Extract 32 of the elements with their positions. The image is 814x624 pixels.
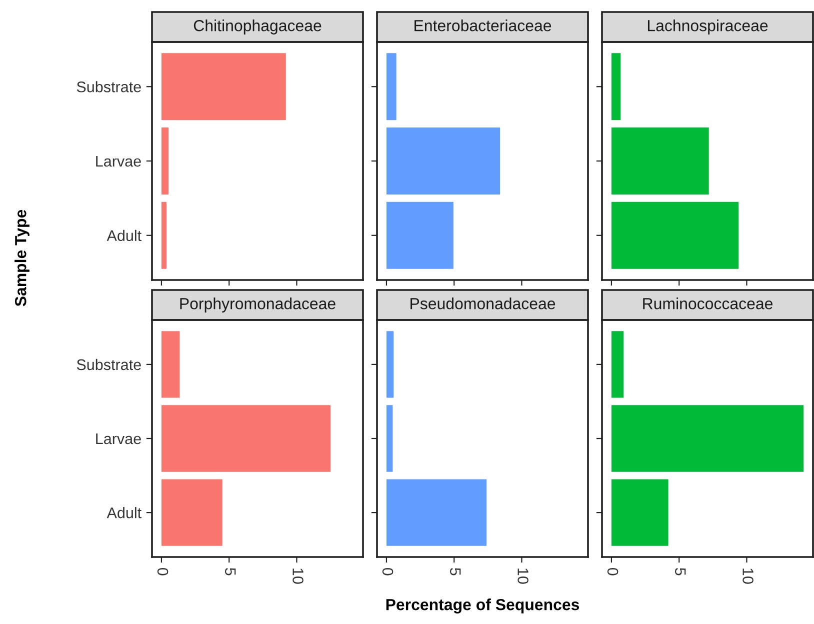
- x-tick-label: 10: [742, 568, 754, 584]
- x-tick-label: 5: [224, 568, 236, 576]
- x-tick-label: 5: [674, 568, 686, 576]
- bar: [386, 479, 487, 546]
- bar: [611, 405, 804, 472]
- y-axis-title: Sample Type: [14, 210, 30, 306]
- y-tick-label: Adult: [106, 230, 142, 242]
- chart-title: Enterobacteriaceae: [414, 20, 552, 32]
- chart-title: Porphyromonadaceae: [180, 298, 336, 312]
- chart-title: Pseudomonadaceae: [410, 298, 556, 310]
- chart-title: Chitinophagaceae: [194, 20, 322, 34]
- x-tick-label: 0: [607, 568, 618, 576]
- x-tick-label: 10: [292, 568, 304, 584]
- chart-title: Lachnospiraceae: [648, 20, 768, 34]
- y-tick-label: Larvae: [96, 156, 141, 167]
- chart-title: Ruminococcaceae: [643, 298, 772, 310]
- bar: [386, 405, 393, 472]
- bar: [611, 331, 624, 398]
- bar: [161, 331, 180, 398]
- y-tick-label: Substrate: [76, 81, 141, 92]
- x-tick-label: 10: [518, 568, 528, 584]
- x-tick-label: 0: [157, 568, 168, 576]
- y-tick-label: Larvae: [96, 434, 141, 444]
- x-axis-title: Percentage of Sequences: [386, 598, 580, 614]
- bar: [611, 479, 668, 546]
- x-tick-label: 0: [382, 568, 394, 576]
- x-tick-label: 5: [450, 568, 461, 576]
- bar: [161, 479, 222, 546]
- y-tick-label: Substrate: [76, 358, 141, 370]
- y-tick-label: Adult: [106, 507, 142, 518]
- bar: [161, 405, 331, 472]
- bar: [386, 331, 394, 398]
